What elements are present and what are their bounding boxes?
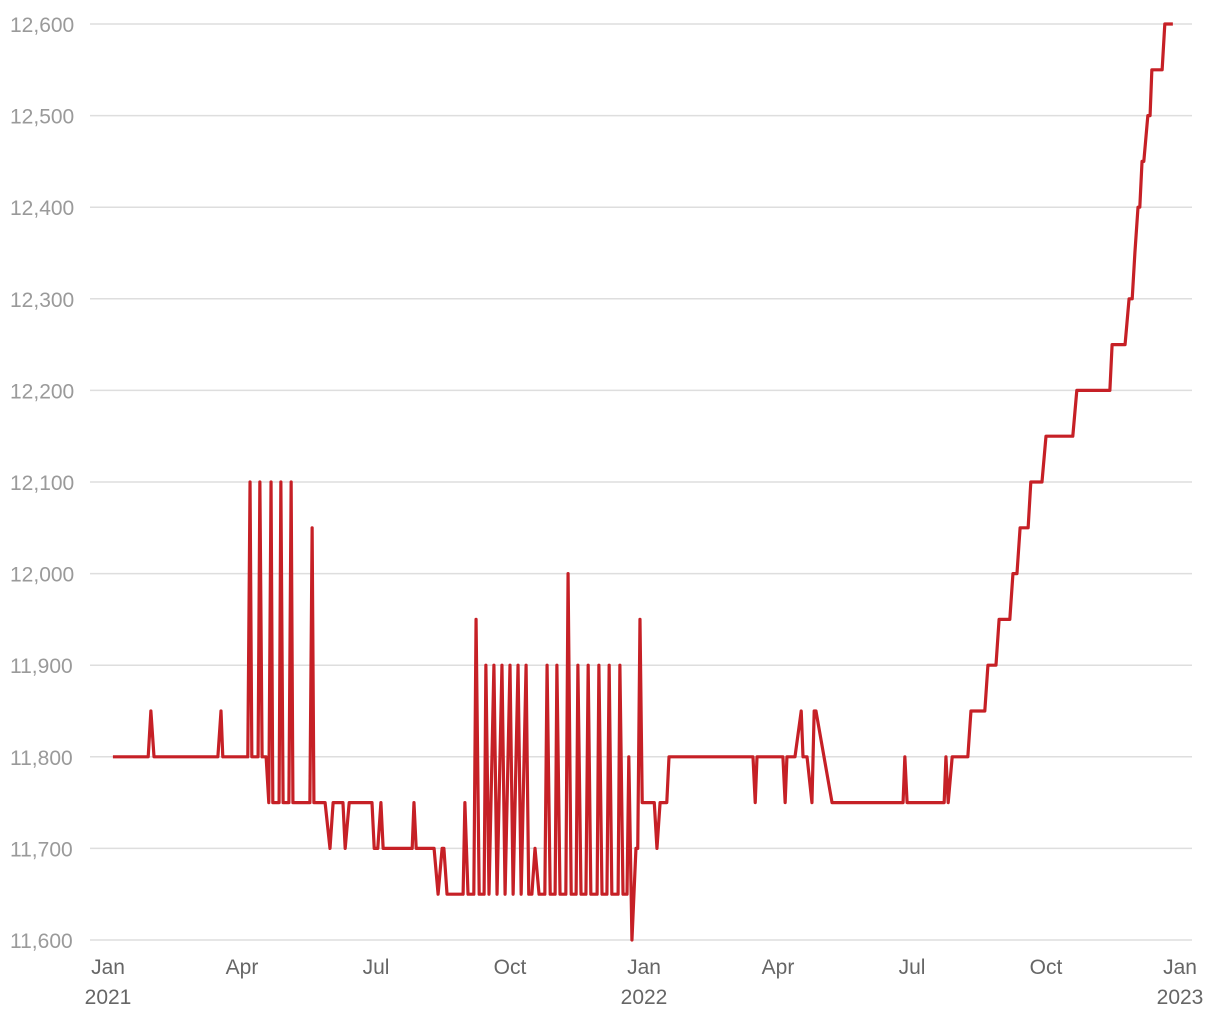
x-tick-label: Oct [1030,956,1063,979]
x-tick-label-line: Jul [363,956,390,979]
y-tick-label: 12,300 [10,289,74,312]
x-tick-label-line: 2023 [1157,986,1204,1009]
y-tick-label: 12,100 [10,472,74,495]
x-tick-label-line: 2022 [621,986,668,1009]
y-tick-label: 11,900 [10,655,73,678]
x-tick-label: Jan 2021 [85,956,132,1009]
x-tick-label-line: Jan [627,956,661,979]
x-tick-label-line: 2021 [85,986,132,1009]
line-series [112,22,1173,942]
x-tick-label: Jul [899,956,926,979]
y-tick-label: 12,600 [10,14,74,37]
x-tick-label: Apr [226,956,259,979]
x-tick-label-line: Apr [226,956,259,979]
x-tick-label: Oct [494,956,527,979]
x-tick-label-line: Oct [494,956,527,979]
y-tick-label: 11,600 [10,930,73,953]
x-tick-label-line: Jan [1163,956,1197,979]
x-tick-label: Jul [363,956,390,979]
x-tick-label-line: Apr [762,956,795,979]
y-tick-label: 12,400 [10,197,74,220]
y-tick-label: 12,500 [10,106,74,129]
y-tick-label: 11,700 [10,838,73,861]
x-tick-label-line: Jul [899,956,926,979]
y-tick-label: 11,800 [10,747,73,770]
x-tick-label-line: Oct [1030,956,1063,979]
x-tick-label: Jan 2022 [621,956,668,1009]
y-tick-label: 12,000 [10,564,74,587]
y-tick-label: 12,200 [10,380,74,403]
x-tick-label-line: Jan [91,956,125,979]
x-tick-label: Apr [762,956,795,979]
x-tick-label: Jan 2023 [1157,956,1204,1009]
